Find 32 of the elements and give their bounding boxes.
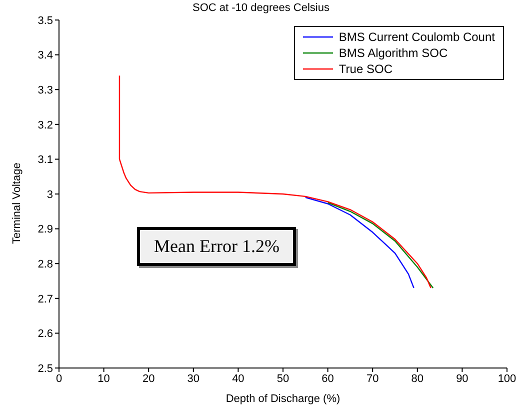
legend-label: True SOC <box>338 61 392 77</box>
legend-label: BMS Current Coulomb Count <box>338 29 495 45</box>
y-tick-label: 2.8 <box>38 258 53 271</box>
chart-title: SOC at -10 degrees Celsius <box>192 2 330 14</box>
annotation-box: Mean Error 1.2% <box>137 227 296 266</box>
x-tick-label: 10 <box>98 372 110 385</box>
line-series <box>304 196 414 289</box>
x-tick-label: 30 <box>187 372 200 385</box>
y-tick-label: 3.2 <box>38 119 53 132</box>
x-axis-title: Depth of Discharge (%) <box>226 393 340 405</box>
x-tick-label: 100 <box>498 372 516 385</box>
y-tick-label: 3.4 <box>38 50 53 62</box>
legend-label: BMS Algorithm SOC <box>338 45 448 61</box>
y-tick-label: 2.7 <box>38 293 53 306</box>
x-tick-label: 0 <box>56 372 62 385</box>
x-tick-label: 20 <box>142 372 155 385</box>
x-tick-label: 60 <box>322 372 334 385</box>
x-tick-label: 40 <box>232 372 244 385</box>
y-tick-label: 3.5 <box>38 14 53 27</box>
x-tick-label: 80 <box>411 372 424 385</box>
y-tick-label: 3.1 <box>38 154 53 166</box>
y-tick-label: 2.5 <box>38 362 53 375</box>
x-tick-label: 70 <box>366 372 379 385</box>
line-series <box>327 202 434 289</box>
y-tick-label: 2.9 <box>38 224 53 236</box>
y-tick-label: 2.6 <box>38 328 53 340</box>
y-tick-label: 3 <box>46 188 53 201</box>
x-tick-label: 90 <box>456 372 468 385</box>
x-tick-label: 50 <box>276 372 290 385</box>
line-series <box>118 75 432 289</box>
y-tick-label: 3.3 <box>38 84 53 97</box>
y-axis-title: Terminal Voltage <box>10 162 23 244</box>
